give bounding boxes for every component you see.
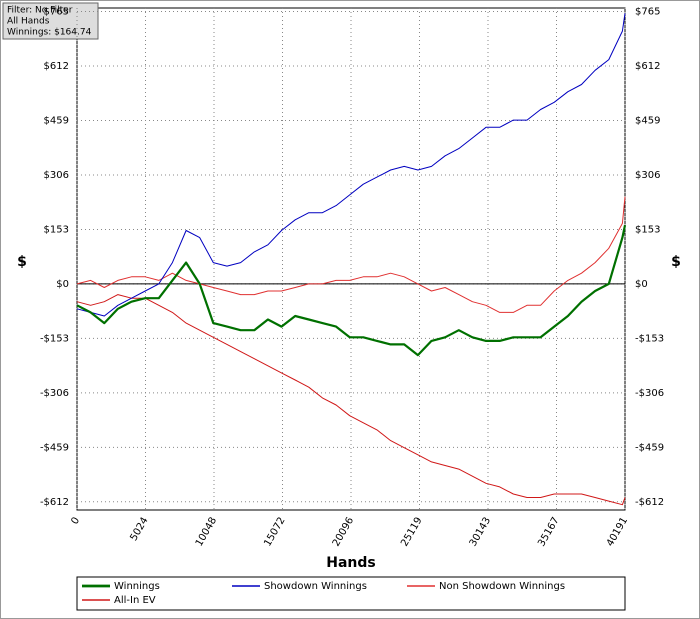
y2-tick-label: -$459 xyxy=(635,442,664,453)
y2-tick-label: -$306 xyxy=(635,388,664,399)
y-tick-label: -$153 xyxy=(40,333,69,344)
filter-text: All Hands xyxy=(7,17,50,27)
y-tick-label: $612 xyxy=(44,61,69,72)
series-line xyxy=(76,294,626,506)
series-line xyxy=(76,196,626,313)
legend xyxy=(76,576,626,611)
y2-tick-label: $153 xyxy=(635,224,660,235)
y2-tick-label: -$153 xyxy=(635,333,664,344)
y2-tick-label: $0 xyxy=(635,279,648,290)
y-tick-label: $306 xyxy=(44,170,69,181)
y-tick-label: $153 xyxy=(44,224,69,235)
y-tick-label: -$306 xyxy=(40,388,69,399)
series-line xyxy=(76,13,626,317)
legend-label: Showdown Winnings xyxy=(264,581,367,592)
y2-axis-label: $ xyxy=(671,254,681,270)
y-tick-label: $765 xyxy=(44,7,69,18)
y2-tick-label: $765 xyxy=(635,7,660,18)
legend-label: All-In EV xyxy=(114,595,156,606)
y-tick-label: -$459 xyxy=(40,442,69,453)
y-axis-label: $ xyxy=(17,254,27,270)
y2-tick-label: $612 xyxy=(635,61,660,72)
y2-tick-label: -$612 xyxy=(635,497,664,508)
legend-label: Non Showdown Winnings xyxy=(439,581,565,592)
legend-label: Winnings xyxy=(114,581,160,592)
y2-tick-label: $459 xyxy=(635,116,660,127)
filter-text: Filter: No Filter xyxy=(7,6,73,16)
y-tick-label: -$612 xyxy=(40,497,69,508)
series-line xyxy=(76,224,627,357)
y2-tick-label: $306 xyxy=(635,170,660,181)
filter-box xyxy=(2,2,99,40)
x-axis-label: Hands xyxy=(326,555,376,571)
plot-area xyxy=(76,7,626,511)
y-tick-label: $459 xyxy=(44,116,69,127)
filter-text: Winnings: $164.74 xyxy=(7,28,92,38)
y-tick-label: $0 xyxy=(56,279,69,290)
x-tick-label: 0 xyxy=(69,516,82,527)
